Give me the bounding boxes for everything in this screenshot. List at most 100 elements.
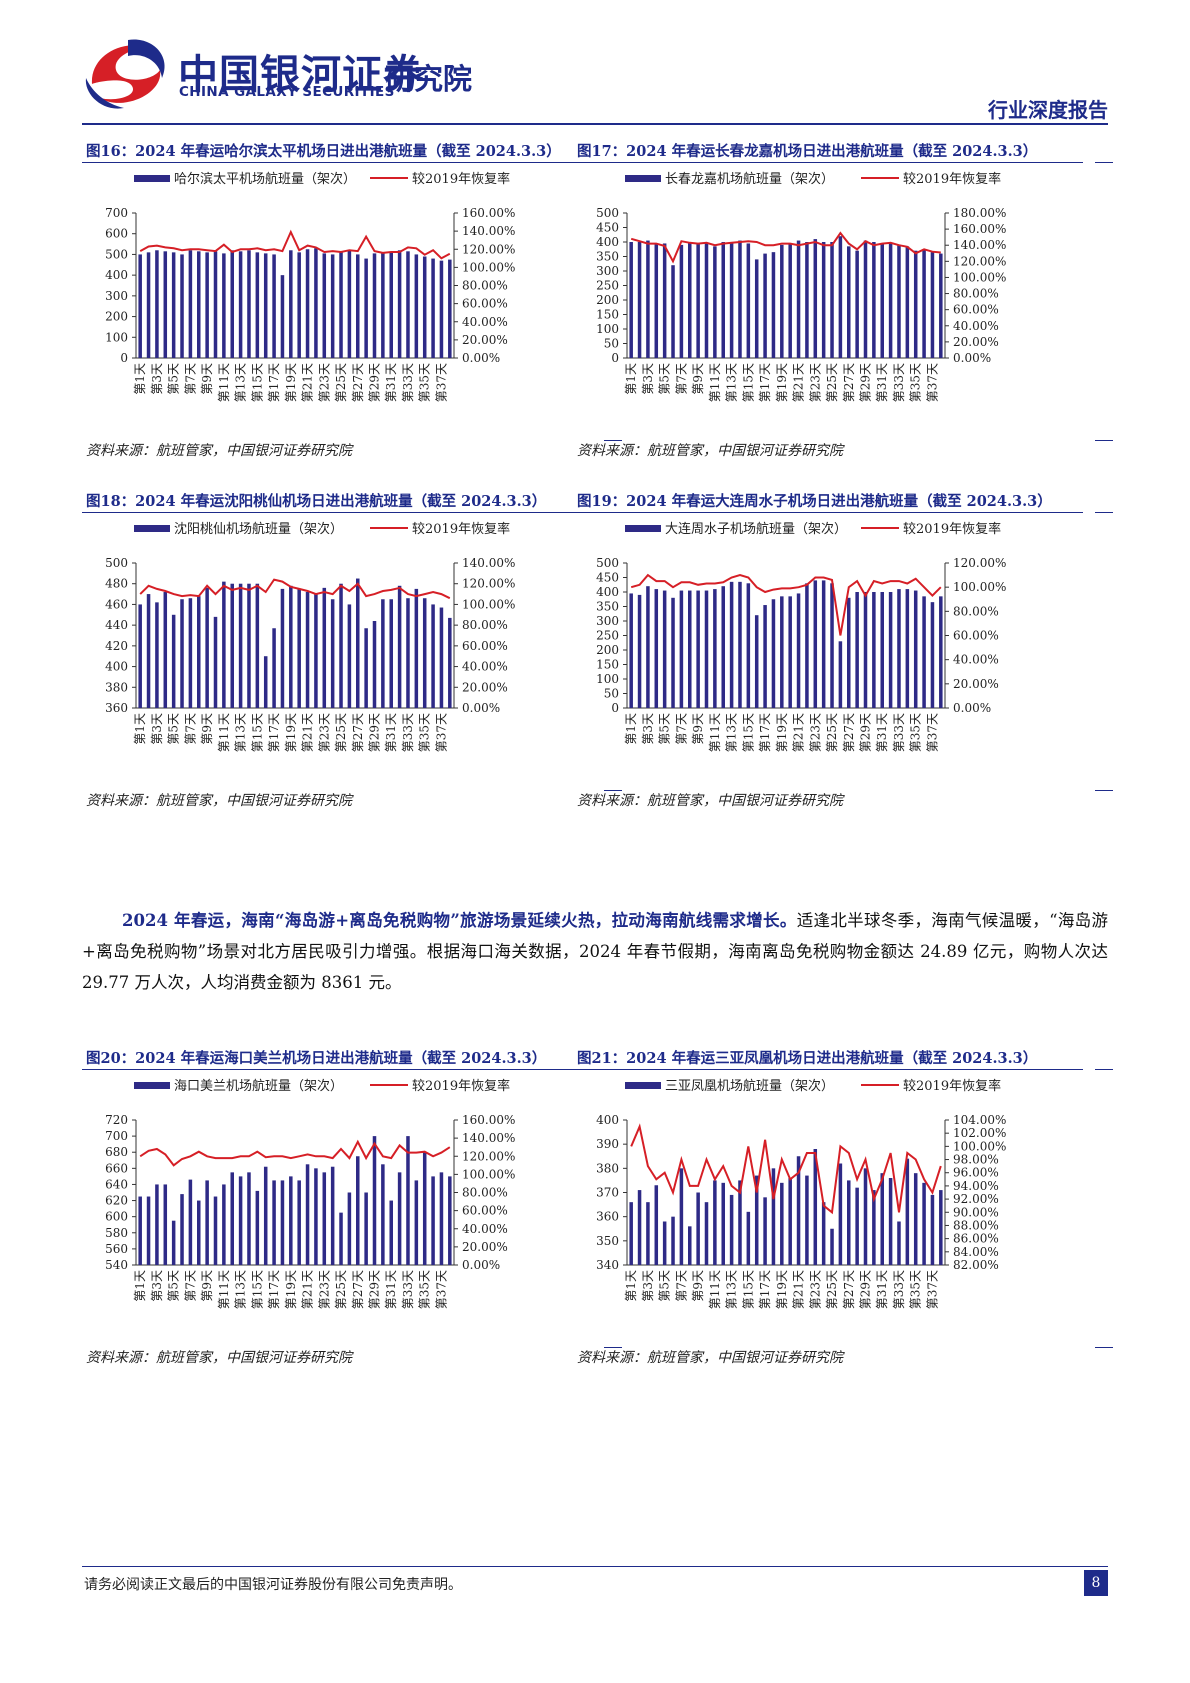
bar xyxy=(180,254,184,358)
chart-legend: 哈尔滨太平机场航班量（架次） 较2019年恢复率 xyxy=(134,171,510,187)
bar xyxy=(788,1178,792,1265)
left-tick-label: 480 xyxy=(105,577,128,591)
chart-legend: 三亚凤凰机场航班量（架次） 较2019年恢复率 xyxy=(625,1078,1001,1094)
bar xyxy=(855,250,859,358)
left-tick-label: 0 xyxy=(120,351,128,365)
bar xyxy=(688,1226,692,1265)
x-tick-label: 第33天 xyxy=(401,363,415,402)
bar xyxy=(406,1136,410,1265)
figure-17: 图17：2024 年春运长春龙嘉机场日进出港航班量（截至 2024.3.3） 长春… xyxy=(573,140,1113,460)
left-tick-label: 450 xyxy=(596,221,619,235)
left-tick-label: 300 xyxy=(596,264,619,278)
bar xyxy=(314,594,318,708)
bar xyxy=(679,244,684,358)
figure-source: 资料来源：航班管家，中国银河证券研究院 xyxy=(577,443,843,459)
x-tick-label: 第3天 xyxy=(641,1270,655,1302)
bar xyxy=(738,240,742,358)
x-tick-label: 第13天 xyxy=(234,713,248,752)
x-tick-label: 第11天 xyxy=(708,713,722,752)
x-tick-label: 第1天 xyxy=(133,1270,147,1302)
figure-title-rule xyxy=(573,162,1083,163)
bar xyxy=(146,1196,151,1265)
bar xyxy=(280,275,285,358)
bar xyxy=(230,583,234,708)
bar xyxy=(721,1182,725,1265)
bar xyxy=(754,615,759,708)
left-tick-label: 50 xyxy=(604,687,619,701)
bar xyxy=(356,254,360,358)
bar xyxy=(397,585,402,708)
x-tick-label: 第17天 xyxy=(267,1270,281,1309)
right-tick-label: 104.00% xyxy=(953,1113,1006,1127)
chart-svg: 海口美兰机场航班量（架次） 较2019年恢复率 720 700 680 660 640 620… xyxy=(105,1078,515,1309)
bar xyxy=(422,1152,427,1265)
figure-20: 图20：2024 年春运海口美兰机场日进出港航班量（截至 2024.3.3） 海口… xyxy=(82,1047,622,1367)
x-tick-label: 第1天 xyxy=(624,363,638,395)
right-tick-label: 60.00% xyxy=(953,629,999,643)
header-divider xyxy=(82,123,1108,125)
brand-subtitle: 研究院 xyxy=(385,62,473,96)
bar xyxy=(821,580,826,708)
left-tick-label: 500 xyxy=(596,556,619,570)
figure-source: 资料来源：航班管家，中国银河证券研究院 xyxy=(86,443,352,459)
left-tick-label: 100 xyxy=(596,322,619,336)
x-tick-label: 第11天 xyxy=(217,713,231,752)
figure-title: 图20：2024 年春运海口美兰机场日进出港航班量（截至 2024.3.3） xyxy=(86,1050,547,1067)
left-tick-label: 420 xyxy=(105,639,128,653)
figure-title-rule xyxy=(82,512,592,513)
left-tick-label: 400 xyxy=(596,235,619,249)
bar xyxy=(205,1180,209,1265)
bar xyxy=(746,583,751,708)
x-tick-label: 第29天 xyxy=(859,1270,873,1309)
bar xyxy=(796,593,801,708)
chart-legend: 大连周水子机场航班量（架次） 较2019年恢复率 xyxy=(625,521,1001,537)
bar xyxy=(838,1163,843,1265)
figure-title-rule xyxy=(82,162,592,163)
right-tick-label: 0.00% xyxy=(953,701,991,715)
bar xyxy=(780,1182,784,1265)
x-tick-label: 第1天 xyxy=(133,363,147,395)
x-tick-label: 第17天 xyxy=(267,363,281,402)
right-tick-label: 80.00% xyxy=(462,1186,508,1200)
legend-bar-swatch xyxy=(625,1082,661,1089)
left-tick-label: 720 xyxy=(105,1113,128,1127)
bar xyxy=(372,253,377,358)
x-tick-label: 第3天 xyxy=(150,1270,164,1302)
bar xyxy=(830,242,834,358)
bar xyxy=(146,594,151,708)
bar xyxy=(197,596,201,708)
bar xyxy=(347,250,352,358)
bar xyxy=(654,1185,659,1265)
x-tick-label: 第19天 xyxy=(284,1270,298,1309)
figure-source-rule-tail xyxy=(604,790,622,791)
figure-title-rule xyxy=(82,1069,592,1070)
bar xyxy=(364,258,368,358)
right-tick-label: 120.00% xyxy=(462,1149,515,1163)
body-paragraph: 2024 年春运，海南“海岛游+离岛免税购物”旅游场景延续火热，拉动海南航线需求… xyxy=(82,905,1108,998)
right-tick-label: 88.00% xyxy=(953,1218,999,1232)
left-tick-label: 200 xyxy=(596,643,619,657)
x-tick-label: 第7天 xyxy=(183,1270,197,1302)
bar xyxy=(754,259,759,358)
bar xyxy=(704,243,709,358)
x-tick-label: 第11天 xyxy=(217,363,231,402)
bar xyxy=(679,590,684,708)
recovery-rate-line xyxy=(630,573,942,636)
bar xyxy=(322,587,327,708)
x-tick-label: 第23天 xyxy=(808,363,822,402)
bar xyxy=(347,604,352,708)
left-tick-label: 360 xyxy=(596,1210,619,1224)
bar xyxy=(704,1202,709,1265)
bar xyxy=(171,252,176,358)
legend-bar-swatch xyxy=(625,175,661,182)
bar xyxy=(913,250,918,358)
right-tick-label: 96.00% xyxy=(953,1166,999,1180)
right-tick-label: 100.00% xyxy=(953,1139,1006,1153)
bar xyxy=(414,588,419,708)
bar xyxy=(905,246,910,358)
figure-source-rule-tail xyxy=(604,440,622,441)
x-tick-label: 第33天 xyxy=(892,713,906,752)
x-tick-label: 第5天 xyxy=(167,1270,181,1302)
bar xyxy=(805,583,809,708)
x-tick-label: 第37天 xyxy=(434,713,448,752)
